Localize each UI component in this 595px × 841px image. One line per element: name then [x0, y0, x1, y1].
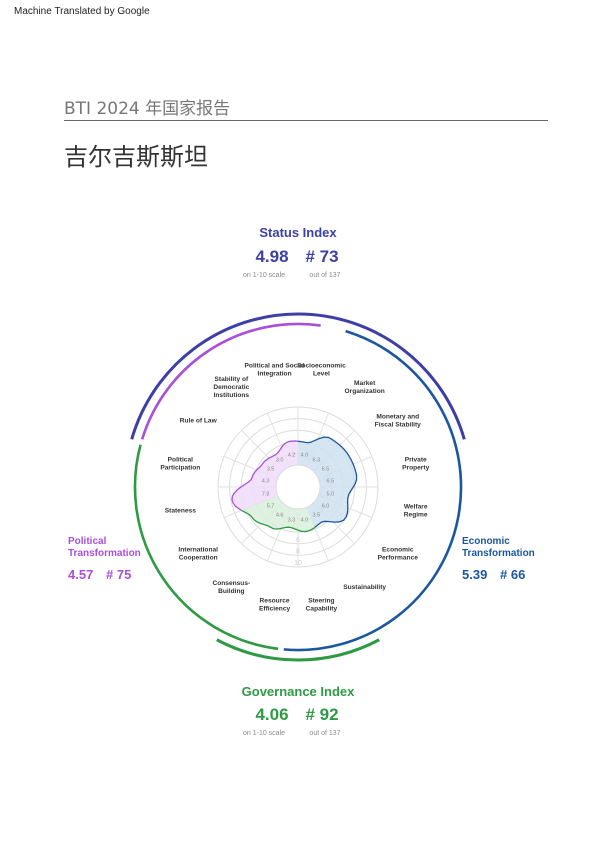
criterion-name-label: Sustainability [343, 584, 386, 591]
political-value-line [231, 440, 299, 511]
report-subtitle: BTI 2024 年国家报告 [64, 99, 231, 119]
criterion-value-label: 5.7 [267, 503, 275, 509]
status-index-rank-note: out of 137 [309, 272, 340, 279]
criterion-value-label: 3.0 [276, 458, 284, 464]
economic-value-area [298, 437, 357, 528]
header-rule [64, 120, 548, 121]
criterion-name-label: Resource Efficiency [259, 598, 290, 613]
criterion-value-label: 7.8 [262, 491, 270, 497]
political-value-area [232, 441, 298, 511]
criterion-name-label: Steering Capability [306, 598, 338, 613]
criterion-name-label: Welfare Regime [404, 503, 428, 518]
scale-ring-label: 6 [296, 537, 300, 544]
bti-radar-chart: 2468104.06.36.56.55.06.03.54.03.34.65.77… [68, 225, 535, 737]
criterion-name-label: Socioeconomic Level [297, 362, 346, 377]
criterion-name-label: Monetary and Fiscal Stability [375, 413, 422, 428]
criterion-value-label: 6.5 [322, 467, 330, 473]
criterion-name-label: Political Participation [160, 457, 200, 472]
criterion-name-label: International Cooperation [178, 547, 218, 562]
governance-criteria-arc [133, 444, 279, 651]
political-transformation-rank: # 75 [106, 567, 131, 582]
status-index-score: 4.98 [255, 247, 288, 266]
criterion-value-label: 3.3 [288, 517, 296, 523]
center-disc [275, 464, 321, 510]
country-title: 吉尔吉斯斯坦 [64, 143, 208, 171]
governance-index-score: 4.06 [255, 705, 288, 724]
criterion-value-label: 4.0 [301, 453, 309, 459]
criterion-value-label: 4.3 [262, 479, 270, 485]
criterion-value-label: 6.5 [327, 479, 335, 485]
criterion-name-label: Political and Social Integration [245, 362, 305, 377]
governance-index-score-note: on 1-10 scale [243, 730, 285, 737]
criterion-name-label: Private Property [402, 457, 429, 472]
economic-value-line [297, 436, 358, 528]
status-index-score-note: on 1-10 scale [243, 272, 285, 279]
economic-transformation-score: 5.39 [462, 567, 487, 582]
governance-index-arc [216, 638, 380, 662]
governance-index-label: Governance Index [242, 684, 355, 699]
criterion-name-label: Stability of Democratic Institutions [213, 376, 249, 399]
criterion-value-label: 5.0 [327, 491, 335, 497]
criterion-value-label: 6.3 [313, 458, 321, 464]
criterion-value-label: 3.5 [313, 512, 321, 518]
scale-ring-label: 10 [294, 560, 302, 567]
political-transformation-label: Political Transformation [68, 536, 141, 559]
criterion-value-label: 6.0 [322, 503, 330, 509]
status-index-label: Status Index [259, 225, 337, 240]
criterion-value-label: 3.5 [267, 467, 275, 473]
political-transformation-score: 4.57 [68, 567, 93, 582]
machine-translated-note: Machine Translated by Google [14, 6, 150, 17]
economic-transformation-label: Economic Transformation [462, 536, 535, 559]
criterion-value-label: 4.0 [301, 517, 309, 523]
criterion-name-label: Consensus-Building [212, 580, 250, 595]
governance-index-rank: # 92 [305, 705, 338, 724]
governance-value-line [241, 509, 316, 533]
political-transformation-arc [140, 322, 321, 440]
criterion-value-label: 4.2 [288, 453, 296, 459]
criterion-name-label: Economic Performance [378, 547, 419, 562]
governance-index-rank-note: out of 137 [309, 730, 340, 737]
economic-transformation-rank: # 66 [500, 567, 525, 582]
criterion-name-label: Market Organization [345, 380, 385, 395]
scale-ring-label: 8 [296, 548, 300, 555]
status-index-rank: # 73 [305, 247, 338, 266]
status-index-arc [130, 312, 466, 440]
criterion-name-label: Stateness [165, 507, 196, 514]
criterion-value-label: 4.6 [276, 512, 284, 518]
criterion-name-label: Rule of Law [180, 417, 218, 424]
economic-transformation-arc [283, 329, 463, 652]
